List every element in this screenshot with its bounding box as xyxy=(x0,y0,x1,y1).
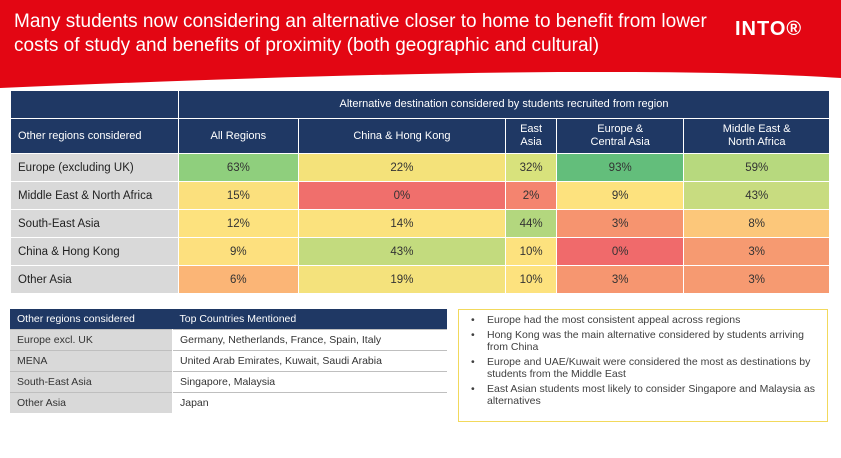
group-header: Alternative destination considered by st… xyxy=(178,90,830,119)
countries-cell: Singapore, Malaysia xyxy=(172,371,447,393)
region-cell: South-East Asia xyxy=(10,371,173,393)
top-countries-table: Other regions considered Top Countries M… xyxy=(10,309,447,413)
percentage-cell: 3% xyxy=(683,237,830,266)
table-row: MENA United Arab Emirates, Kuwait, Saudi … xyxy=(10,350,447,372)
percentage-cell: 22% xyxy=(297,153,507,182)
note-item: Hong Kong was the main alternative consi… xyxy=(467,329,819,354)
percentage-cell: 43% xyxy=(683,181,830,210)
countries-header-region: Other regions considered xyxy=(10,309,173,330)
percentage-cell: 15% xyxy=(178,181,299,210)
table-row: South-East Asia 12% 14% 44% 3% 8% xyxy=(10,209,830,238)
note-item: Europe and UAE/Kuwait were considered th… xyxy=(467,356,819,381)
percentage-cell: 12% xyxy=(178,209,299,238)
row-label: Other Asia xyxy=(10,265,179,294)
table-row: China & Hong Kong 9% 43% 10% 0% 3% xyxy=(10,237,830,266)
countries-header-countries: Top Countries Mentioned xyxy=(172,309,447,330)
percentage-cell: 9% xyxy=(555,181,685,210)
notes-box: Europe had the most consistent appeal ac… xyxy=(458,309,828,422)
row-label: Middle East & North Africa xyxy=(10,181,179,210)
row-header: Other regions considered xyxy=(10,118,179,154)
countries-cell: Japan xyxy=(172,392,447,413)
percentage-cell: 93% xyxy=(555,153,685,182)
percentage-cell: 0% xyxy=(555,237,685,266)
percentage-cell: 9% xyxy=(178,237,299,266)
percentage-cell: 2% xyxy=(505,181,557,210)
table-row: Middle East & North Africa 15% 0% 2% 9% 43% xyxy=(10,181,830,210)
percentage-cell: 10% xyxy=(505,265,557,294)
col-header: Middle East & North Africa xyxy=(683,118,830,154)
row-label: South-East Asia xyxy=(10,209,179,238)
countries-cell: United Arab Emirates, Kuwait, Saudi Arab… xyxy=(172,350,447,372)
corner-cell xyxy=(10,90,179,119)
col-header: China & Hong Kong xyxy=(297,118,507,154)
note-item: Europe had the most consistent appeal ac… xyxy=(467,314,819,327)
percentage-cell: 63% xyxy=(178,153,299,182)
table-row: Europe excl. UK Germany, Netherlands, Fra… xyxy=(10,329,447,351)
percentage-cell: 43% xyxy=(297,237,507,266)
col-header: East Asia xyxy=(505,118,557,154)
percentage-cell: 3% xyxy=(555,265,685,294)
table-row: Other Asia 6% 19% 10% 3% 3% xyxy=(10,265,830,294)
col-header: Europe & Central Asia xyxy=(555,118,685,154)
notes-list: Europe had the most consistent appeal ac… xyxy=(467,314,819,408)
header-curve xyxy=(0,60,841,88)
table-row: Other Asia Japan xyxy=(10,392,447,413)
col-header: All Regions xyxy=(178,118,299,154)
row-label: Europe (excluding UK) xyxy=(10,153,179,182)
percentage-cell: 14% xyxy=(297,209,507,238)
region-cell: Other Asia xyxy=(10,392,173,413)
percentage-cell: 59% xyxy=(683,153,830,182)
region-cell: MENA xyxy=(10,350,173,372)
region-cell: Europe excl. UK xyxy=(10,329,173,351)
table-row: South-East Asia Singapore, Malaysia xyxy=(10,371,447,393)
percentage-cell: 8% xyxy=(683,209,830,238)
main-table-body: Europe (excluding UK) 63% 22% 32% 93% 59% Midd… xyxy=(10,153,830,294)
percentage-cell: 32% xyxy=(505,153,557,182)
table-row: Europe (excluding UK) 63% 22% 32% 93% 59% xyxy=(10,153,830,182)
countries-table-body: Europe excl. UK Germany, Netherlands, Fra… xyxy=(10,329,447,413)
note-item: East Asian students most likely to consi… xyxy=(467,383,819,408)
percentage-cell: 3% xyxy=(683,265,830,294)
countries-cell: Germany, Netherlands, France, Spain, Ita… xyxy=(172,329,447,351)
percentage-cell: 19% xyxy=(297,265,507,294)
percentage-cell: 3% xyxy=(555,209,685,238)
into-logo: INTO® xyxy=(735,18,803,40)
percentage-cell: 6% xyxy=(178,265,299,294)
percentage-cell: 44% xyxy=(505,209,557,238)
alternative-destination-table: Alternative destination considered by st… xyxy=(10,90,830,294)
percentage-cell: 0% xyxy=(297,181,507,210)
row-label: China & Hong Kong xyxy=(10,237,179,266)
percentage-cell: 10% xyxy=(505,237,557,266)
page-title: Many students now considering an alterna… xyxy=(14,11,707,56)
